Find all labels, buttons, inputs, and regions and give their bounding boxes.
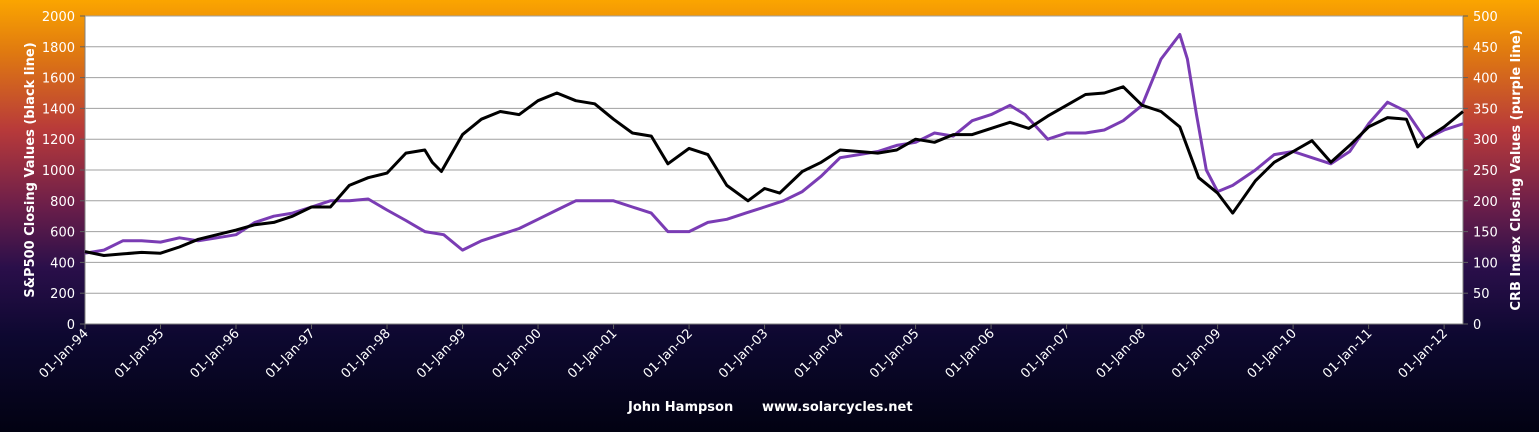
x-tick-label: 01-Jan-95 <box>112 326 167 381</box>
right-tick-label: 300 <box>1473 133 1498 148</box>
x-tick-label: 01-Jan-99 <box>414 326 469 381</box>
sp500-series-line <box>84 85 1464 257</box>
left-axis-ticks: 0 200 400 600 800 1000 1200 1400 1600 1800 2000 <box>42 10 85 333</box>
x-tick-label: 01-Jan-11 <box>1320 326 1375 381</box>
x-tick-label: 01-Jan-00 <box>490 326 545 381</box>
x-tick-label: 01-Jan-03 <box>716 326 771 381</box>
left-tick-label: 800 <box>50 195 75 210</box>
x-tick-label: 01-Jan-10 <box>1245 326 1300 381</box>
right-tick-label: 450 <box>1473 41 1498 56</box>
left-tick-label: 600 <box>50 226 75 241</box>
left-tick-label: 400 <box>50 256 75 271</box>
gridlines <box>85 15 1463 294</box>
left-tick-label: 2000 <box>42 10 75 25</box>
crb-series-line <box>84 33 1464 255</box>
left-tick-label: 1400 <box>42 102 75 117</box>
right-tick-label: 500 <box>1473 10 1498 25</box>
left-tick-label: 1600 <box>42 72 75 87</box>
credit-site: www.solarcycles.net <box>762 400 913 415</box>
right-tick-label: 200 <box>1473 195 1498 210</box>
x-tick-label: 01-Jan-97 <box>263 326 318 381</box>
right-axis-title: CRB Index Closing Values (purple line) <box>1509 29 1524 310</box>
left-tick-label: 1800 <box>42 41 75 56</box>
right-tick-label: 0 <box>1473 318 1481 333</box>
x-tick-label: 01-Jan-04 <box>792 326 847 381</box>
x-tick-label: 01-Jan-96 <box>188 326 243 381</box>
left-tick-label: 200 <box>50 287 75 302</box>
right-tick-label: 250 <box>1473 164 1498 179</box>
x-tick-label: 01-Jan-02 <box>641 326 696 381</box>
left-tick-label: 1200 <box>42 133 75 148</box>
right-tick-label: 350 <box>1473 102 1498 117</box>
x-tick-label: 01-Jan-12 <box>1396 326 1451 381</box>
right-tick-label: 50 <box>1473 287 1490 302</box>
x-tick-label: 01-Jan-07 <box>1018 326 1073 381</box>
right-axis-ticks: 0 50 100 150 200 250 300 350 400 450 500 <box>1463 10 1498 333</box>
x-tick-label: 01-Jan-94 <box>37 326 92 381</box>
right-tick-label: 100 <box>1473 256 1498 271</box>
right-tick-label: 150 <box>1473 226 1498 241</box>
series-layer <box>84 33 1464 257</box>
right-tick-label: 400 <box>1473 72 1498 87</box>
x-tick-label: 01-Jan-98 <box>339 326 394 381</box>
x-tick-label: 01-Jan-01 <box>565 326 620 381</box>
credit-name: John Hampson <box>627 400 733 415</box>
x-tick-label: 01-Jan-06 <box>943 326 998 381</box>
x-tick-label: 01-Jan-09 <box>1169 326 1224 381</box>
x-tick-label: 01-Jan-05 <box>867 326 922 381</box>
left-tick-label: 0 <box>67 318 75 333</box>
left-tick-label: 1000 <box>42 164 75 179</box>
x-axis-ticks: 01-Jan-94 01-Jan-95 01-Jan-96 01-Jan-97 01-J… <box>37 324 1451 382</box>
left-axis-title: S&P500 Closing Values (black line) <box>23 42 38 297</box>
x-tick-label: 01-Jan-08 <box>1094 326 1149 381</box>
